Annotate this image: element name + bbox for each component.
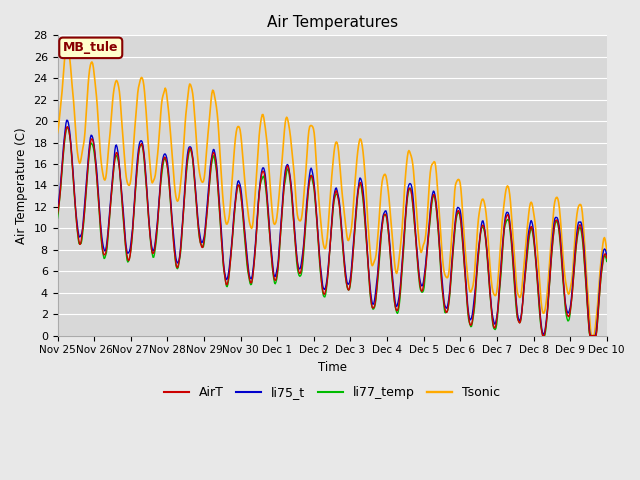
li75_t bbox=[63, 117, 70, 123]
Tsonic bbox=[603, 248, 611, 253]
AirT bbox=[603, 255, 611, 261]
Tsonic bbox=[177, 181, 184, 187]
AirT bbox=[400, 243, 408, 249]
Y-axis label: Air Temperature (C): Air Temperature (C) bbox=[15, 127, 28, 244]
li77_temp bbox=[54, 215, 61, 221]
Line: li77_temp: li77_temp bbox=[58, 127, 607, 336]
Title: Air Temperatures: Air Temperatures bbox=[267, 15, 397, 30]
AirT bbox=[177, 248, 184, 253]
li75_t bbox=[54, 208, 61, 214]
li75_t bbox=[400, 239, 408, 245]
li75_t bbox=[205, 172, 213, 178]
Tsonic bbox=[54, 130, 61, 135]
AirT bbox=[121, 234, 129, 240]
li75_t bbox=[603, 253, 611, 259]
li77_temp bbox=[63, 124, 71, 130]
li77_temp bbox=[121, 235, 129, 240]
Tsonic bbox=[65, 47, 72, 53]
li77_temp bbox=[65, 126, 72, 132]
AirT bbox=[416, 279, 424, 285]
AirT bbox=[539, 333, 547, 338]
Tsonic bbox=[205, 115, 213, 120]
li77_temp bbox=[205, 181, 213, 187]
li77_temp bbox=[177, 251, 184, 256]
li75_t bbox=[416, 275, 424, 281]
Tsonic bbox=[121, 158, 129, 164]
li77_temp bbox=[400, 248, 408, 254]
Line: Tsonic: Tsonic bbox=[58, 46, 607, 336]
Tsonic bbox=[400, 202, 408, 208]
li77_temp bbox=[416, 282, 424, 288]
Text: MB_tule: MB_tule bbox=[63, 41, 118, 54]
AirT bbox=[205, 180, 213, 185]
X-axis label: Time: Time bbox=[317, 361, 347, 374]
Legend: AirT, li75_t, li77_temp, Tsonic: AirT, li75_t, li77_temp, Tsonic bbox=[159, 382, 506, 405]
li77_temp bbox=[540, 333, 547, 338]
li75_t bbox=[177, 245, 184, 251]
Tsonic bbox=[588, 333, 595, 338]
li75_t bbox=[587, 333, 595, 338]
Tsonic bbox=[416, 243, 424, 249]
AirT bbox=[54, 211, 61, 216]
Line: li75_t: li75_t bbox=[58, 120, 607, 336]
Tsonic bbox=[63, 43, 70, 49]
li75_t bbox=[65, 120, 72, 125]
AirT bbox=[63, 124, 71, 130]
AirT bbox=[65, 125, 72, 131]
li75_t bbox=[121, 228, 129, 234]
li77_temp bbox=[603, 259, 611, 264]
Line: AirT: AirT bbox=[58, 127, 607, 336]
